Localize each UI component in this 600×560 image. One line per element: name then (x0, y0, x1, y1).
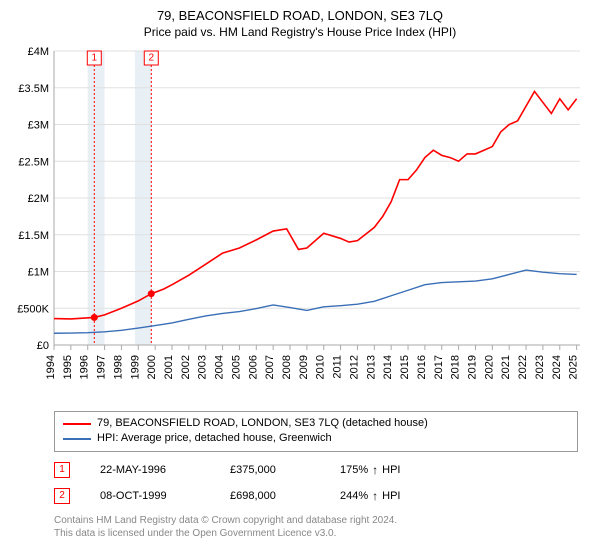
svg-text:£1.5M: £1.5M (18, 230, 49, 242)
svg-text:2021: 2021 (500, 355, 512, 379)
attribution-line: Contains HM Land Registry data © Crown c… (54, 514, 578, 527)
svg-text:2015: 2015 (399, 355, 411, 379)
svg-text:2002: 2002 (180, 355, 192, 379)
legend-line-property (63, 423, 91, 425)
sale-ratio-value: 244% (340, 490, 368, 502)
svg-text:£2.5M: £2.5M (18, 156, 49, 168)
svg-text:1999: 1999 (129, 355, 141, 379)
svg-text:2011: 2011 (332, 355, 344, 379)
svg-text:2017: 2017 (433, 355, 445, 379)
svg-text:2004: 2004 (214, 355, 226, 379)
legend-line-hpi (63, 438, 91, 440)
legend-row: HPI: Average price, detached house, Gree… (63, 431, 569, 446)
svg-text:£2M: £2M (28, 193, 49, 205)
svg-text:2008: 2008 (281, 355, 293, 379)
sale-marker-badge: 1 (54, 462, 70, 478)
sale-ratio: 244% ↑ HPI (340, 489, 400, 503)
svg-text:1994: 1994 (45, 355, 57, 379)
sale-marker-badge: 2 (54, 488, 70, 504)
sale-ratio: 175% ↑ HPI (340, 463, 400, 477)
svg-text:£500K: £500K (17, 303, 49, 315)
svg-text:2018: 2018 (450, 355, 462, 379)
legend-row: 79, BEACONSFIELD ROAD, LONDON, SE3 7LQ (… (63, 416, 569, 431)
up-arrow-icon: ↑ (372, 489, 378, 503)
line-chart-svg: £0 £500K £1M £1.5M £2M £2.5M £3M £3.5M £4M 1994 19… (14, 45, 586, 405)
svg-text:1996: 1996 (79, 355, 91, 379)
svg-text:2003: 2003 (197, 355, 209, 379)
attribution-line: This data is licensed under the Open Gov… (54, 527, 578, 540)
svg-text:2007: 2007 (264, 355, 276, 379)
svg-text:2022: 2022 (517, 355, 529, 379)
svg-text:2019: 2019 (466, 355, 478, 379)
sale-date: 08-OCT-1999 (100, 490, 200, 502)
svg-text:1995: 1995 (62, 355, 74, 379)
attribution: Contains HM Land Registry data © Crown c… (54, 514, 578, 540)
svg-text:2014: 2014 (382, 355, 394, 379)
svg-text:£1M: £1M (28, 266, 49, 278)
svg-text:2000: 2000 (146, 355, 158, 379)
svg-text:£4M: £4M (28, 46, 49, 58)
sale-ratio-value: 175% (340, 464, 368, 476)
sale-row: 1 22-MAY-1996 £375,000 175% ↑ HPI (54, 462, 578, 478)
sale-row: 2 08-OCT-1999 £698,000 244% ↑ HPI (54, 488, 578, 504)
legend-label: 79, BEACONSFIELD ROAD, LONDON, SE3 7LQ (… (97, 416, 428, 431)
svg-text:£3.5M: £3.5M (18, 83, 49, 95)
svg-text:2024: 2024 (551, 355, 563, 379)
svg-text:2006: 2006 (247, 355, 259, 379)
svg-text:2005: 2005 (230, 355, 242, 379)
svg-text:2001: 2001 (163, 355, 175, 379)
sale-date: 22-MAY-1996 (100, 464, 200, 476)
legend-label: HPI: Average price, detached house, Gree… (97, 431, 332, 446)
sale-suffix: HPI (382, 464, 400, 476)
svg-text:£0: £0 (37, 340, 49, 352)
svg-text:2020: 2020 (483, 355, 495, 379)
chart-subtitle: Price paid vs. HM Land Registry's House … (14, 25, 586, 39)
svg-text:2009: 2009 (298, 355, 310, 379)
chart-area: £0 £500K £1M £1.5M £2M £2.5M £3M £3.5M £4M 1994 19… (14, 45, 586, 405)
svg-text:2023: 2023 (534, 355, 546, 379)
up-arrow-icon: ↑ (372, 463, 378, 477)
legend-box: 79, BEACONSFIELD ROAD, LONDON, SE3 7LQ (… (54, 411, 578, 452)
svg-text:2016: 2016 (416, 355, 428, 379)
chart-title: 79, BEACONSFIELD ROAD, LONDON, SE3 7LQ (14, 8, 586, 25)
sale-price: £375,000 (230, 464, 310, 476)
svg-text:2010: 2010 (315, 355, 327, 379)
svg-text:1997: 1997 (96, 355, 108, 379)
svg-text:2013: 2013 (365, 355, 377, 379)
svg-text:2: 2 (148, 52, 154, 63)
sale-price: £698,000 (230, 490, 310, 502)
svg-text:1998: 1998 (112, 355, 124, 379)
sale-suffix: HPI (382, 490, 400, 502)
svg-text:£3M: £3M (28, 119, 49, 131)
svg-text:2012: 2012 (348, 355, 360, 379)
svg-text:2025: 2025 (568, 355, 580, 379)
svg-text:1: 1 (92, 52, 98, 63)
